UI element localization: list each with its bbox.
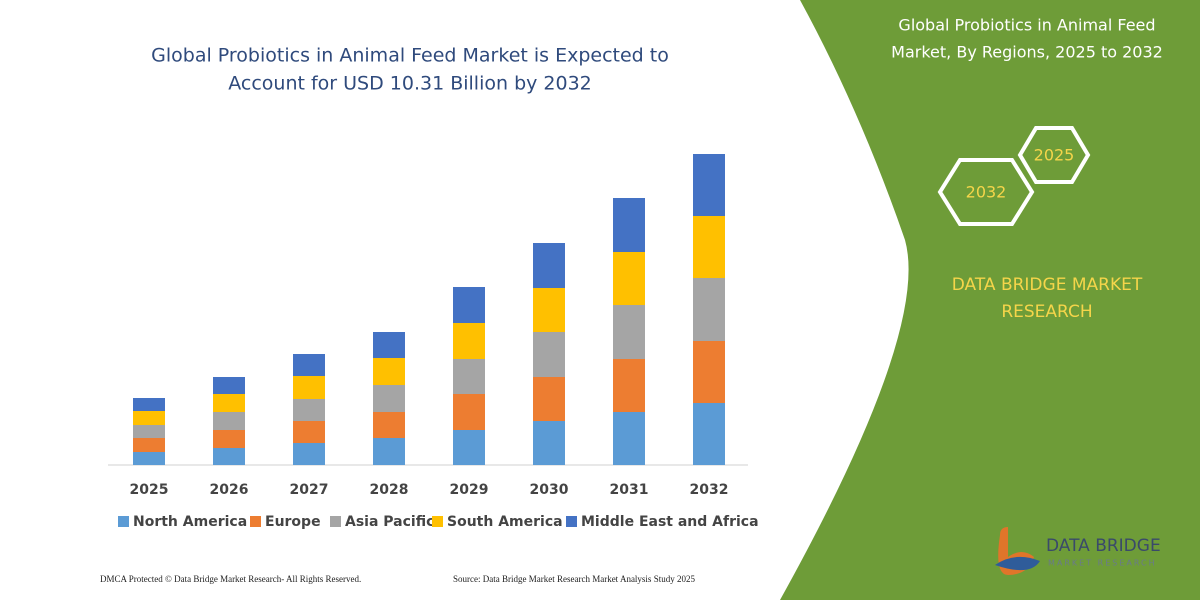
bar-segment [453, 287, 485, 323]
bar-segment [453, 394, 485, 430]
x-tick-label: 2026 [210, 482, 249, 498]
bar-segment [373, 332, 405, 358]
bar-segment [453, 430, 485, 465]
bar-segment [373, 438, 405, 465]
logo-icon [995, 556, 1040, 571]
bar-segment [533, 377, 565, 421]
legend-label: Middle East and Africa [581, 514, 759, 530]
legend-label: Asia Pacific [345, 514, 434, 530]
panel-brand: RESEARCH [1001, 302, 1092, 322]
bar-segment [213, 430, 245, 448]
panel-title: Market, By Regions, 2025 to 2032 [891, 43, 1163, 62]
bar-segment [533, 243, 565, 288]
bar-segment [373, 385, 405, 412]
legend-swatch [250, 516, 261, 527]
bar-segment [693, 278, 725, 341]
bar-segment [613, 412, 645, 465]
bar-segment [693, 341, 725, 403]
x-tick-label: 2032 [690, 482, 729, 498]
hexagon-label: 2032 [966, 183, 1007, 202]
bar-segment [453, 323, 485, 359]
panel-brand: DATA BRIDGE MARKET [952, 275, 1143, 295]
bar-segment [373, 358, 405, 385]
x-tick-label: 2029 [450, 482, 489, 498]
footer-right: Source: Data Bridge Market Research Mark… [453, 574, 695, 584]
x-tick-label: 2031 [610, 482, 649, 498]
bar-segment [133, 438, 165, 452]
legend-label: South America [447, 514, 563, 530]
bar-segment [293, 354, 325, 376]
bar-segment [213, 377, 245, 394]
bar-segment [453, 359, 485, 394]
legend-swatch [432, 516, 443, 527]
legend-swatch [330, 516, 341, 527]
x-tick-label: 2028 [370, 482, 409, 498]
hexagon [937, 158, 1035, 226]
chart-title: Global Probiotics in Animal Feed Market … [151, 45, 669, 67]
bar-segment [613, 198, 645, 252]
bar-segment [613, 305, 645, 359]
bar-segment [213, 412, 245, 430]
bar-segment [533, 332, 565, 377]
legend-label: Europe [265, 514, 321, 530]
bar-segment [693, 154, 725, 216]
bar-segment [533, 421, 565, 465]
bar-segment [293, 399, 325, 421]
bar-segment [293, 443, 325, 465]
x-tick-label: 2025 [130, 482, 169, 498]
bar-segment [133, 425, 165, 438]
footer-left: DMCA Protected © Data Bridge Market Rese… [100, 574, 361, 584]
content: Global Probiotics in Animal Feed Market … [100, 16, 1163, 585]
bar-segment [133, 452, 165, 465]
bar-segment [613, 252, 645, 305]
bar-segment [133, 411, 165, 425]
hexagon-label: 2025 [1034, 146, 1075, 165]
x-tick-label: 2027 [290, 482, 329, 498]
logo-name: DATA BRIDGE [1046, 536, 1161, 556]
legend-label: North America [133, 514, 247, 530]
legend-swatch [566, 516, 577, 527]
bar-segment [213, 448, 245, 465]
x-tick-label: 2030 [530, 482, 569, 498]
bar-segment [293, 421, 325, 443]
chart-title: Account for USD 10.31 Billion by 2032 [228, 73, 592, 95]
panel-title: Global Probiotics in Animal Feed [898, 16, 1155, 35]
bar-segment [533, 288, 565, 332]
logo-tagline: MARKET RESEARCH [1048, 559, 1157, 568]
bar-segment [133, 398, 165, 411]
hexagon [1017, 126, 1091, 184]
side-panel [780, 0, 1200, 600]
bar-segment [613, 359, 645, 412]
bar-segment [693, 216, 725, 278]
bar-segment [693, 403, 725, 465]
legend-swatch [118, 516, 129, 527]
bar-segment [213, 394, 245, 412]
bar-segment [293, 376, 325, 399]
bar-segment [373, 412, 405, 438]
